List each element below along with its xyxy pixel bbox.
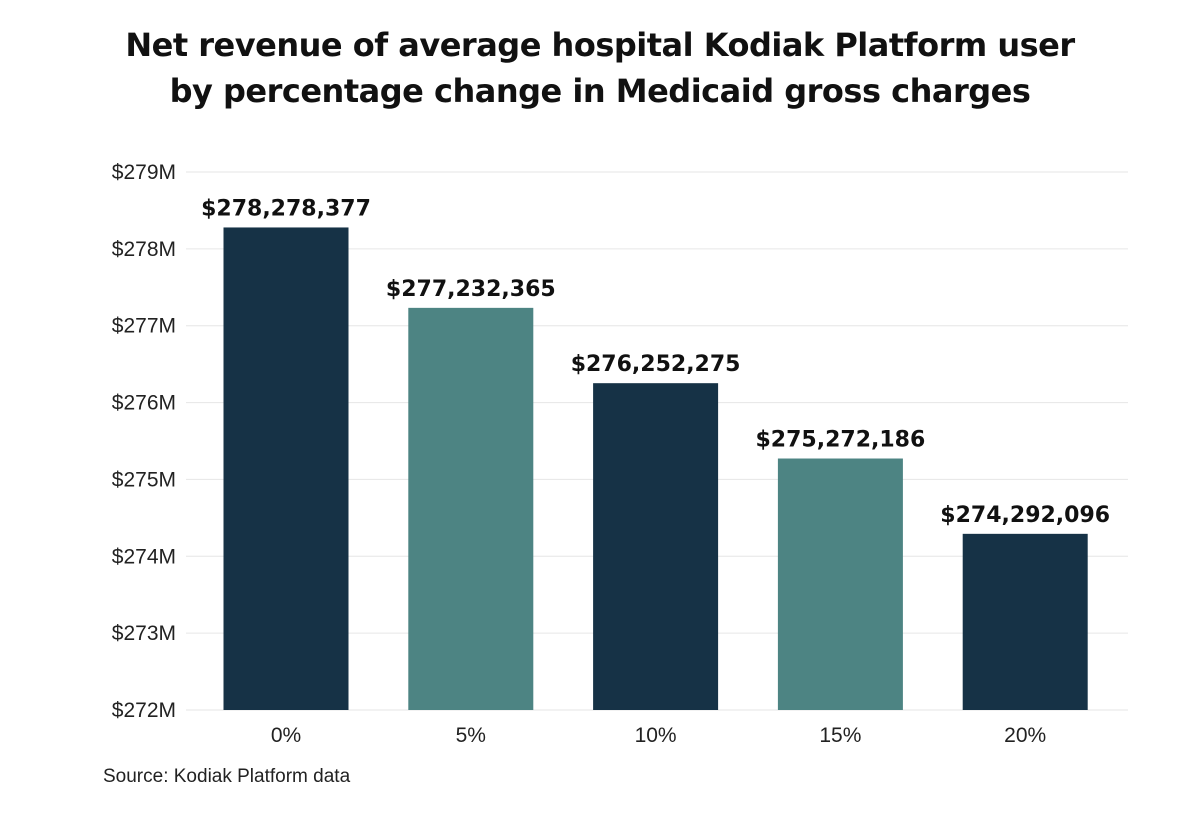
y-axis-ticks: $272M $273M $274M $275M $276M $277M $278M $279M bbox=[112, 161, 176, 722]
data-label: $275,272,186 bbox=[756, 428, 926, 453]
x-tick-label: 10% bbox=[635, 724, 677, 747]
data-label: $277,232,365 bbox=[386, 277, 556, 302]
bar bbox=[593, 383, 719, 710]
y-tick-label: $279M bbox=[112, 161, 176, 184]
data-label: $274,292,096 bbox=[940, 503, 1110, 528]
bar bbox=[223, 227, 349, 710]
data-label: $278,278,377 bbox=[201, 196, 371, 221]
source-note: Source: Kodiak Platform data bbox=[103, 766, 351, 787]
y-tick-label: $278M bbox=[112, 238, 176, 261]
y-tick-label: $275M bbox=[112, 468, 176, 491]
x-tick-label: 20% bbox=[1004, 724, 1046, 747]
x-tick-label: 5% bbox=[456, 724, 486, 747]
bar bbox=[408, 307, 534, 710]
chart-title-line-2: by percentage change in Medicaid gross c… bbox=[169, 72, 1031, 110]
chart-title-line-1: Net revenue of average hospital Kodiak P… bbox=[125, 26, 1075, 64]
bar bbox=[962, 533, 1088, 710]
x-tick-label: 15% bbox=[819, 724, 861, 747]
x-axis-ticks: 0% 5% 10% 15% 20% bbox=[271, 724, 1046, 747]
y-tick-label: $274M bbox=[112, 545, 176, 568]
bar bbox=[777, 458, 903, 710]
y-tick-label: $273M bbox=[112, 622, 176, 645]
chart-title: Net revenue of average hospital Kodiak P… bbox=[0, 22, 1200, 114]
data-labels: $278,278,377 $277,232,365 $276,252,275 $275… bbox=[201, 196, 1110, 527]
y-tick-label: $276M bbox=[112, 392, 176, 415]
x-tick-label: 0% bbox=[271, 724, 301, 747]
y-tick-label: $277M bbox=[112, 315, 176, 338]
data-label: $276,252,275 bbox=[571, 352, 741, 377]
bars bbox=[223, 227, 1088, 710]
y-tick-label: $272M bbox=[112, 699, 176, 722]
